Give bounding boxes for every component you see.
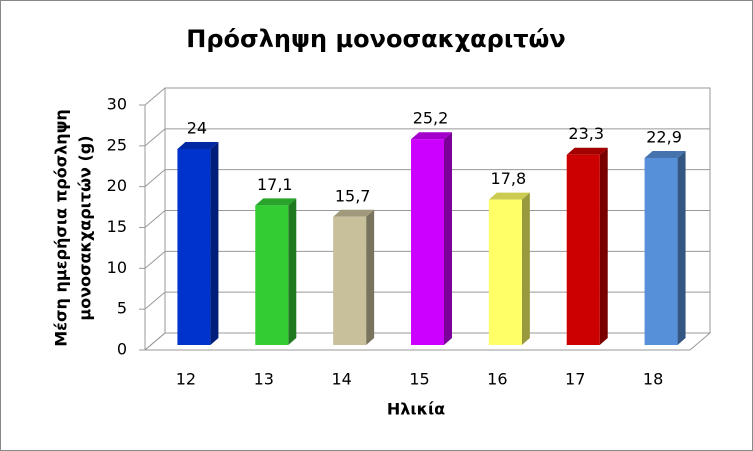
bar-side — [521, 192, 530, 345]
bar-side — [366, 209, 375, 345]
bar-top — [177, 142, 219, 149]
x-tick-label: 18 — [643, 370, 663, 389]
y-axis-title: Μέση ημερήσια πρόσληψη — [52, 109, 71, 347]
grid-line — [144, 169, 710, 188]
bar-top — [333, 209, 375, 217]
grid-line — [144, 87, 710, 106]
bar — [333, 216, 367, 345]
bar-top — [488, 192, 530, 200]
value-label: 17,8 — [491, 169, 527, 188]
bar-top — [411, 132, 452, 140]
y-tick-label: 10 — [107, 258, 127, 277]
y-tick-label: 5 — [117, 299, 127, 318]
value-label: 15,7 — [335, 186, 371, 205]
grid-line — [144, 128, 710, 147]
value-label: 22,9 — [646, 127, 682, 146]
bar — [411, 139, 444, 345]
x-axis-title: Ηλικία — [387, 400, 445, 419]
x-tick-label: 14 — [331, 370, 351, 389]
x-tick-label: 12 — [176, 370, 196, 389]
x-tick-label: 15 — [409, 370, 429, 389]
x-tick-label: 16 — [487, 370, 507, 389]
chart-title: Πρόσληψη μονοσακχαριτών — [186, 25, 565, 53]
value-label: 24 — [187, 119, 207, 138]
bar — [566, 154, 600, 345]
x-tick-label: 17 — [565, 370, 585, 389]
bar — [255, 205, 289, 345]
bar-top — [644, 150, 686, 158]
y-tick-label: 15 — [107, 217, 127, 236]
y-tick-label: 30 — [107, 95, 127, 114]
bar — [177, 149, 211, 345]
y-axis-title: μονοσακχαριτών (g) — [76, 135, 95, 320]
bar-side — [677, 150, 686, 345]
y-tick-label: 0 — [117, 340, 127, 359]
bar — [488, 199, 522, 345]
y-tick-label: 25 — [107, 135, 127, 154]
bar — [644, 157, 678, 345]
bar-side — [288, 198, 297, 345]
bar-side — [210, 142, 219, 345]
value-label: 23,3 — [568, 124, 604, 143]
y-tick-label: 20 — [107, 176, 127, 195]
value-label: 17,1 — [257, 175, 293, 194]
bar-side — [599, 147, 608, 345]
bar-top — [255, 198, 297, 206]
bar-top — [566, 147, 608, 155]
x-tick-label: 13 — [254, 370, 274, 389]
value-label: 25,2 — [413, 109, 449, 128]
bar-side — [444, 132, 452, 345]
